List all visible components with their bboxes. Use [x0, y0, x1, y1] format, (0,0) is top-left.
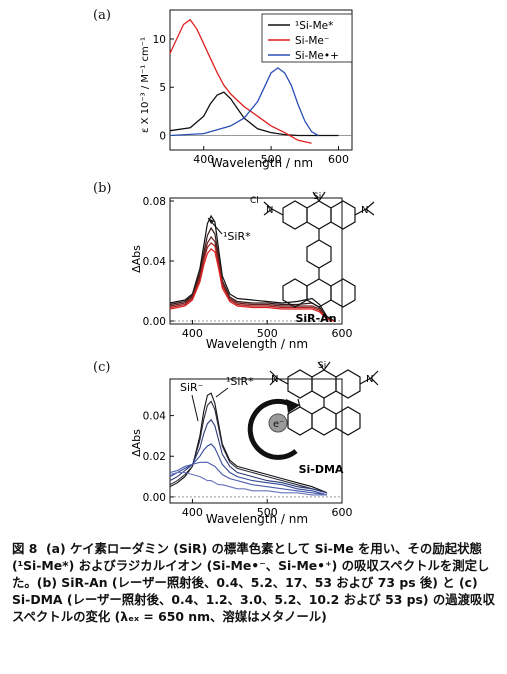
series-line-3 — [169, 418, 328, 494]
series-line-3 — [169, 67, 319, 137]
electron-transfer-arrow — [247, 398, 298, 460]
chart-b-ylabel: ΔAbs — [130, 245, 143, 273]
series-line-4 — [169, 443, 328, 496]
series-line-5 — [169, 248, 335, 322]
y-tick-label: 0.08 — [143, 196, 166, 208]
sir-an-n-left: N — [266, 205, 273, 216]
structure-si-dma — [269, 361, 379, 436]
sir-an-si: Si — [313, 192, 321, 202]
legend-box — [261, 13, 353, 63]
legend-label: ¹Si-Me* — [295, 20, 333, 32]
panel-b-label: (b) — [93, 181, 112, 196]
x-tick-label: 500 — [261, 153, 282, 166]
y-tick-label: 0.00 — [143, 316, 166, 328]
series-line-5 — [169, 461, 328, 496]
x-tick-label: 600 — [328, 153, 349, 166]
y-tick-label: 0 — [159, 131, 166, 143]
chart-c-xlabel: Wavelength / nm — [206, 512, 308, 526]
plot-frame — [169, 378, 343, 504]
legend-label: Si-Me•+ — [295, 50, 339, 62]
chart-a-xlabel: Wavelength / nm — [211, 156, 313, 170]
chart-b-annotation-arrowhead — [208, 218, 214, 224]
sir-an-n-right: N — [361, 205, 368, 216]
sir-an-counterion: Cl⁻ — [250, 196, 264, 206]
chart-b: 400 500 600 0.00 0.04 0.08 Wavelength / nm ΔA… — [130, 191, 375, 351]
chart-b-annotation: ¹SiR* — [223, 230, 251, 243]
si-dma-si: Si — [318, 361, 326, 371]
chart-c-ylabel: ΔAbs — [130, 429, 143, 457]
chart-c-annotation-singlet: ¹SiR* — [226, 375, 254, 388]
series-line-1 — [169, 214, 335, 322]
panel-a-label: (a) — [93, 8, 111, 23]
structure-name-sir-an: SiR-An — [295, 312, 336, 325]
chart-b-xlabel: Wavelength / nm — [206, 337, 308, 351]
x-tick-label: 500 — [257, 506, 278, 519]
chart-c: 400 500 600 0.00 0.02 0.04 Wavelength / nm ΔA… — [130, 361, 379, 526]
chart-a-ylabel: ε X 10⁻³ / M⁻¹ cm⁻¹ — [140, 37, 151, 133]
panel-c-label: (c) — [93, 360, 111, 375]
si-dma-n-right: N — [366, 374, 373, 385]
y-tick-label: 10 — [153, 34, 166, 46]
legend-label: Si-Me⁻ — [295, 35, 329, 47]
x-tick-label: 600 — [332, 327, 353, 340]
y-tick-label: 0.04 — [143, 411, 167, 423]
structure-name-si-dma: Si-DMA — [299, 463, 344, 476]
electron-icon — [268, 413, 288, 433]
y-tick-label: 0.02 — [143, 451, 166, 463]
series-line-2 — [169, 18, 312, 144]
y-tick-label: 0.04 — [143, 256, 167, 268]
chart-c-annotation-singlet-arrow — [215, 387, 229, 398]
chart-c-annotation-sir-anion: SiR⁻ — [180, 381, 204, 394]
figure-caption: 図 8 (a) ケイ素ローダミン (SiR) の標準色素として Si-Me を用い… — [12, 540, 498, 625]
chart-a: 400 500 600 0 5 10 ¹Si-Me* Si-Me⁻ Si-Me•+ Wavele… — [140, 9, 353, 170]
y-tick-label: 0.00 — [143, 492, 166, 504]
caption-text: (a) ケイ素ローダミン (SiR) の標準色素として Si-Me を用い、その… — [12, 541, 495, 624]
structure-sir-an — [263, 191, 375, 308]
electron-transfer-arrowhead — [286, 399, 300, 413]
series-line-1 — [169, 91, 339, 137]
y-tick-label: 5 — [159, 82, 166, 94]
si-dma-n-left: N — [271, 374, 278, 385]
x-tick-label: 400 — [182, 506, 203, 519]
x-tick-label: 400 — [182, 327, 203, 340]
x-tick-label: 500 — [257, 327, 278, 340]
x-tick-label: 400 — [193, 153, 214, 166]
plot-frame — [169, 9, 353, 151]
electron-label: e⁻ — [273, 419, 284, 430]
chart-c-annotation-sir-anion-arrow — [191, 394, 199, 422]
series-line-6 — [169, 471, 327, 496]
x-tick-label: 600 — [332, 506, 353, 519]
series-line-1 — [169, 392, 328, 494]
caption-label: 図 8 — [12, 541, 38, 556]
